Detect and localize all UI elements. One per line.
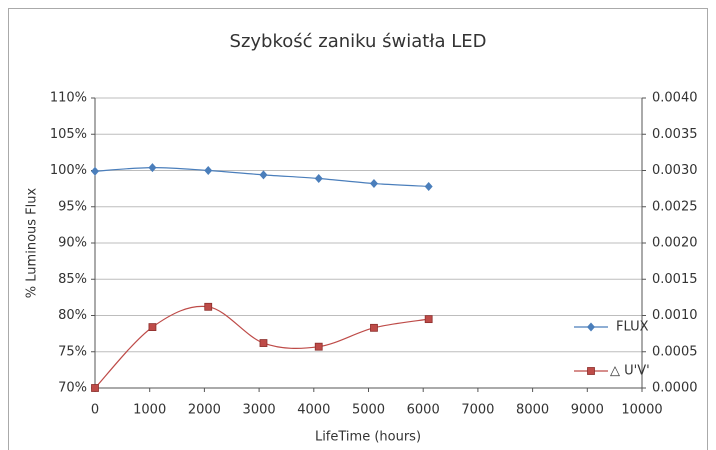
marker: [91, 166, 99, 176]
legend-label: △ U'V': [610, 364, 650, 379]
y2-tick-label: 0.0020: [652, 236, 698, 251]
x-tick-label: 6000: [407, 403, 440, 418]
marker: [424, 181, 433, 191]
y2-tick-label: 0.0010: [652, 308, 698, 323]
y-tick-label: 110%: [50, 91, 87, 106]
legend-label: FLUX: [616, 320, 649, 335]
y2-tick-label: 0.0040: [652, 91, 698, 106]
marker: [148, 163, 157, 173]
marker: [259, 170, 268, 180]
x-tick-label: 4000: [297, 403, 330, 418]
y-tick-label: 70%: [58, 381, 87, 396]
y-tick-label: 80%: [58, 308, 87, 323]
marker: [148, 323, 157, 332]
marker: [259, 339, 268, 347]
y2-tick-label: 0.0000: [652, 381, 698, 396]
x-axis-label: LifeTime (hours): [315, 430, 421, 445]
y2-tick-label: 0.0015: [652, 272, 698, 287]
marker: [370, 323, 378, 332]
series-line: [94, 305, 429, 389]
x-tick-label: 3000: [243, 403, 276, 418]
marker: [91, 384, 99, 392]
marker: [314, 173, 323, 183]
marker: [369, 179, 378, 189]
x-tick-label: 8000: [516, 403, 549, 418]
y2-tick-label: 0.0025: [652, 199, 698, 214]
y-tick-label: 75%: [58, 344, 87, 359]
x-tick-label: 5000: [352, 403, 385, 418]
x-tick-label: 1000: [133, 403, 166, 418]
x-tick-label: 2000: [188, 403, 221, 418]
marker: [314, 342, 323, 351]
y-tick-label: 95%: [58, 199, 87, 214]
y-tick-label: 85%: [58, 272, 87, 287]
legend-marker: [587, 322, 595, 332]
legend-marker: [587, 367, 595, 375]
y-tick-label: 105%: [50, 127, 87, 142]
x-tick-label: 10000: [621, 403, 662, 418]
marker: [424, 315, 433, 324]
x-tick-label: 0: [91, 403, 99, 418]
x-tick-label: 9000: [571, 403, 604, 418]
marker: [204, 302, 213, 311]
y-tick-label: 100%: [50, 163, 87, 178]
y2-tick-label: 0.0035: [652, 127, 698, 142]
chart-title: Szybkość zaniku światła LED: [230, 31, 487, 52]
y2-tick-label: 0.0005: [652, 344, 698, 359]
y-tick-label: 90%: [58, 236, 87, 251]
x-tick-label: 7000: [461, 403, 494, 418]
y-axis-label: % Luminous Flux: [25, 188, 40, 299]
chart-frame: [8, 8, 708, 450]
y2-tick-label: 0.0030: [652, 163, 698, 178]
marker: [204, 166, 213, 175]
